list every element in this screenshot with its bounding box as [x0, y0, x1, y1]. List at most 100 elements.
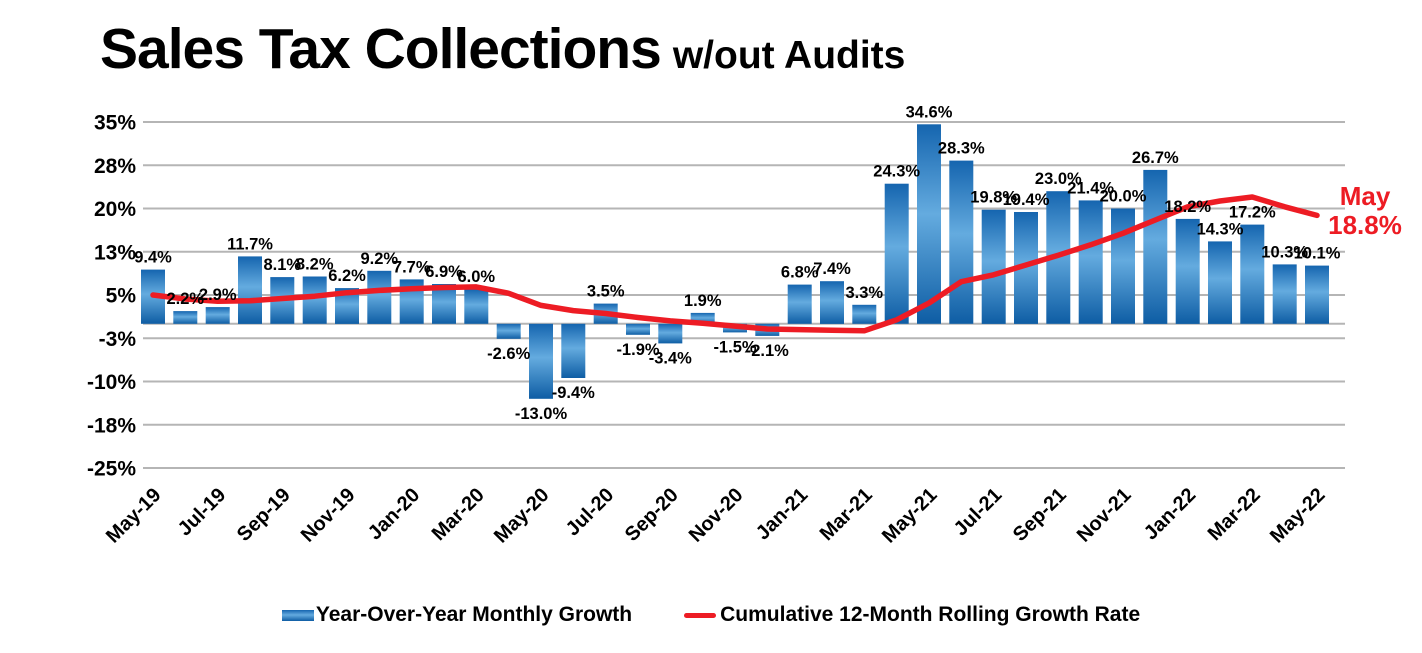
bar-value-label: -1.5%	[713, 339, 756, 357]
bar-Dec-21	[1143, 169, 1168, 324]
legend-label-bar-series: Year-Over-Year Monthly Growth	[315, 603, 633, 626]
x-axis-tick-label: Sep-19	[233, 484, 295, 546]
x-axis-tick-label: Jan-22	[1140, 484, 1200, 544]
bar-value-label: -3.4%	[649, 349, 692, 367]
bar-Jun-19	[173, 311, 198, 324]
bar-value-label: 2.2%	[166, 290, 204, 308]
bar-Sep-20	[658, 323, 683, 344]
bar-value-label: 14.3%	[1197, 220, 1244, 238]
bar-Oct-19	[302, 276, 327, 324]
bar-value-label: 8.1%	[263, 256, 301, 274]
bar-value-label: -2.1%	[746, 342, 789, 360]
y-axis-tick-label: 28%	[94, 155, 136, 178]
y-axis-tick-label: -25%	[87, 458, 136, 481]
x-axis-tick-label: Jan-20	[364, 484, 424, 544]
bar-value-label: 2.9%	[199, 286, 237, 304]
bar-value-label: 23.0%	[1035, 170, 1082, 188]
bar-Jan-22	[1175, 218, 1200, 324]
bar-May-22	[1305, 265, 1329, 324]
bar-value-label: 20.0%	[1100, 188, 1147, 206]
bar-Jan-21	[787, 284, 812, 324]
bar-value-label: 10.3%	[1261, 243, 1308, 261]
bar-value-label: 24.3%	[873, 163, 920, 181]
bar-value-label: 9.4%	[134, 249, 172, 267]
bar-value-label: 10.1%	[1294, 245, 1341, 263]
line-swatch-icon	[684, 612, 717, 618]
bar-value-label: 19.4%	[1003, 191, 1050, 209]
data-labels: 9.4% 2.2%2.9% 11.7% 8.1%8.2%6.2%9.2%7.7%6.9…	[134, 103, 1341, 423]
bar-value-label: 19.8%	[970, 189, 1017, 207]
bar-Jun-21	[949, 160, 974, 324]
bar-Apr-21	[884, 183, 909, 324]
annotation-month: May	[1339, 181, 1391, 211]
x-axis-tick-label: Jul-19	[174, 484, 230, 540]
x-axis-tick-label: Mar-20	[428, 484, 489, 545]
bar-value-label: -1.9%	[616, 341, 659, 359]
bar-Feb-21	[820, 281, 844, 324]
bar-value-label: 7.7%	[393, 258, 431, 276]
y-axis-tick-label: -3%	[99, 328, 137, 351]
x-axis-tick-label: Nov-21	[1073, 484, 1136, 547]
x-axis-tick-label: Mar-22	[1204, 484, 1265, 545]
bar-Feb-22	[1208, 241, 1232, 324]
bar-value-label: 7.4%	[813, 260, 851, 278]
bar-May-21	[917, 124, 941, 324]
bar-Mar-22	[1240, 224, 1265, 324]
bar-swatch-icon	[281, 609, 314, 621]
bar-value-label: 34.6%	[906, 103, 953, 121]
y-axis-tick-label: 35%	[94, 112, 136, 135]
bar-Aug-19	[238, 256, 262, 324]
annotation-value: 18.8%	[1328, 210, 1402, 240]
bar-Dec-19	[367, 270, 392, 324]
bar-value-label: 11.7%	[227, 235, 273, 253]
bar-Nov-21	[1111, 208, 1135, 324]
bar-value-label: 18.2%	[1164, 198, 1211, 216]
y-axis-tick-label: 5%	[106, 285, 137, 308]
bar-value-label: -2.6%	[487, 345, 530, 363]
bar-Jul-21	[981, 209, 1006, 324]
x-axis-tick-label: Sep-21	[1009, 484, 1071, 546]
line-end-annotation: May 18.8%	[1322, 182, 1408, 240]
x-axis-tick-label: May-22	[1266, 484, 1330, 548]
line-series	[150, 194, 1320, 334]
legend-item-line-series: Cumulative 12-Month Rolling Growth Rate	[684, 603, 1140, 627]
bar-Feb-20	[432, 284, 456, 324]
x-axis-tick-label: Jul-21	[950, 484, 1006, 540]
x-axis-tick-label: Nov-19	[297, 484, 360, 547]
x-axis-tick-label: May-19	[102, 484, 166, 548]
bar-Oct-21	[1078, 200, 1103, 324]
bar-value-label: 6.2%	[328, 267, 366, 285]
bar-Apr-22	[1272, 264, 1297, 324]
legend-label-line-series: Cumulative 12-Month Rolling Growth Rate	[720, 603, 1141, 626]
bar-May-20	[529, 323, 553, 399]
chart-title-suffix: w/out Audits	[672, 34, 906, 77]
bar-Jun-20	[561, 323, 586, 378]
bar-value-label: 6.9%	[425, 263, 463, 281]
bar-value-label: 26.7%	[1132, 149, 1179, 167]
y-axis-tick-label: 13%	[94, 241, 136, 264]
bar-value-label: 28.3%	[938, 140, 985, 158]
bar-value-label: 6.8%	[781, 264, 819, 282]
bar-value-label: 3.3%	[845, 284, 883, 302]
bar-value-label: 9.2%	[360, 250, 398, 268]
bar-Aug-20	[626, 323, 650, 335]
x-axis-tick-label: Mar-21	[816, 484, 877, 545]
bar-Apr-20	[496, 323, 521, 339]
bar-value-label: 3.5%	[587, 283, 625, 301]
bar-value-label: 21.4%	[1067, 179, 1114, 197]
bar-Jul-19	[205, 307, 230, 324]
x-axis-tick-label: Nov-20	[685, 484, 748, 547]
legend-item-bar-series: Year-Over-Year Monthly Growth	[281, 603, 633, 627]
bar-value-label: -13.0%	[515, 405, 568, 423]
chart-legend: Year-Over-Year Monthly Growth Cumulative…	[0, 603, 1422, 627]
axis-labels: 35% 28% 20% 13% 5% -3% -10% -18% -25% May-19 Jul-1…	[87, 112, 1330, 548]
x-axis-tick-label: Jan-21	[752, 484, 812, 544]
bar-Mar-21	[852, 304, 877, 324]
y-axis-tick-label: -18%	[87, 414, 136, 437]
y-axis-tick-label: 20%	[94, 198, 136, 221]
x-axis-tick-label: Sep-20	[621, 484, 683, 546]
x-axis-tick-label: May-21	[878, 484, 942, 548]
bar-value-label: 17.2%	[1229, 204, 1276, 222]
bar-value-label: 6.0%	[457, 268, 495, 286]
